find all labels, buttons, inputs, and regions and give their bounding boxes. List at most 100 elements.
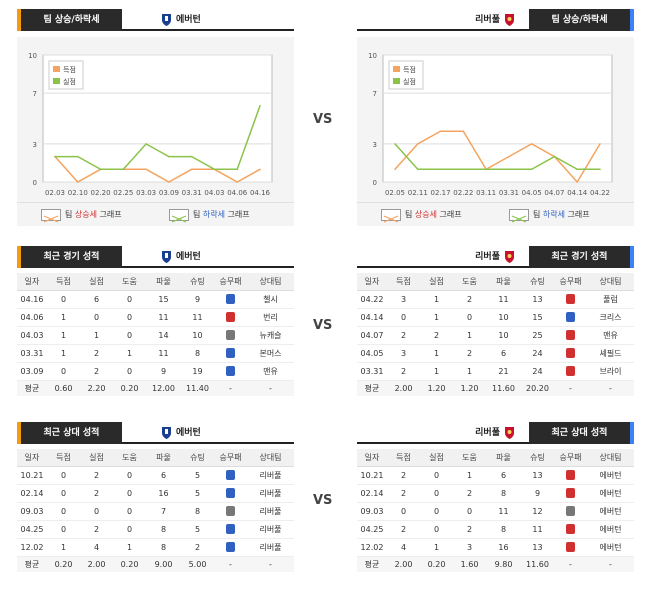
table-cell: 5 <box>181 466 214 485</box>
table-cell: 24 <box>521 362 554 381</box>
table-cell: 뉴캐슬 <box>247 326 294 345</box>
table-cell: 맨유 <box>247 362 294 381</box>
table-cell: 10.21 <box>17 466 47 485</box>
table-cell: 12.02 <box>17 538 47 557</box>
column-header: 파울 <box>146 273 181 291</box>
table-cell: 번리 <box>247 308 294 327</box>
table-cell: 5 <box>181 484 214 503</box>
table-cell: 맨유 <box>587 326 634 345</box>
column-header: 득점 <box>47 449 80 467</box>
series-line-scored <box>394 130 601 184</box>
away-trend-panel: 리버풀 팀 상승/하락세 0 3 7 10 02.05 02.11 02.17 02.22 03… <box>357 9 634 234</box>
table-row: 04.03 1 1 0 14 10 뉴캐슬 <box>17 326 294 345</box>
table-cell: 13 <box>521 466 554 485</box>
x-tick-label: 02.10 <box>68 189 88 197</box>
average-cell: 평균 <box>357 556 387 572</box>
table-cell: 0 <box>453 502 486 521</box>
data-point <box>168 181 170 183</box>
table-row: 04.16 0 6 0 15 9 첼시 <box>17 290 294 309</box>
table-cell: 2 <box>181 538 214 557</box>
legend-swatch <box>53 78 60 84</box>
vs-label-2: VS <box>313 318 333 333</box>
y-tick-label: 7 <box>373 90 377 98</box>
away-h2h-tab: 최근 상대 성적 <box>529 422 634 444</box>
table-cell: 10 <box>486 326 521 345</box>
data-point <box>145 143 147 145</box>
result-l-icon <box>566 542 575 552</box>
average-row: 평균 2.00 0.20 1.60 9.80 11.60- - <box>357 556 634 572</box>
home-trend-panel: 팀 상승/하락세 에버턴 0 3 7 10 02.03 02.10 02.20 02.25 03… <box>17 9 294 234</box>
column-header: 실점 <box>80 449 113 467</box>
table-cell: 0 <box>47 502 80 521</box>
x-tick-label: 03.03 <box>136 189 156 197</box>
legend-label: 득점 <box>63 66 76 74</box>
data-point <box>236 181 239 183</box>
legend-up-item: 팀 상승세 그래프 <box>381 203 462 227</box>
table-cell: 2 <box>387 362 420 381</box>
column-header: 도움 <box>453 449 486 467</box>
table-cell: 04.25 <box>357 520 387 539</box>
result-l-icon <box>566 294 575 304</box>
away-h2h-header: 리버풀 최근 상대 성적 <box>357 422 634 444</box>
y-tick-label: 0 <box>33 179 37 187</box>
x-tick-label: 04.22 <box>590 189 610 197</box>
table-cell: 에버턴 <box>587 538 634 557</box>
away-team-label: 리버풀 <box>475 13 519 27</box>
table-cell: 2 <box>387 484 420 503</box>
table-cell: 0 <box>80 502 113 521</box>
result-d-icon <box>226 330 235 340</box>
home-recent-header: 최근 경기 성적 에버턴 <box>17 246 294 268</box>
column-header: 승무패 <box>554 273 587 291</box>
home-trend-legend: 팀 상승세 그래프 팀 하락세 그래프 <box>17 202 294 226</box>
table-cell: 02.14 <box>17 484 47 503</box>
away-h2h-table: 일자 득점 실점 도움 파울 슈팅 승무패 상대팀 10.21 2 0 1 6 13 에버턴 02.14 2 0 2… <box>357 449 634 572</box>
table-cell: 리버풀 <box>247 538 294 557</box>
table-cell: 04.05 <box>357 344 387 363</box>
table-cell: 04.22 <box>357 290 387 309</box>
table-row: 12.02 4 1 3 16 13 에버턴 <box>357 538 634 557</box>
column-header: 파울 <box>486 449 521 467</box>
data-point <box>599 143 601 145</box>
average-cell: - <box>247 380 294 396</box>
x-tick-label: 03.11 <box>476 189 496 197</box>
away-recent-tab: 최근 경기 성적 <box>529 246 634 268</box>
home-h2h-table: 일자 득점 실점 도움 파울 슈팅 승무패 상대팀 10.21 0 2 0 6 5 리버풀 02.14 0 2 0 1… <box>17 449 294 572</box>
result-icon <box>214 484 247 503</box>
table-cell: 0 <box>80 308 113 327</box>
result-d-icon <box>226 506 235 516</box>
legend-label: 실점 <box>63 77 76 86</box>
average-cell: - <box>247 556 294 572</box>
data-point <box>168 155 170 158</box>
y-tick-label: 3 <box>373 141 377 149</box>
column-header: 승무패 <box>214 273 247 291</box>
table-cell: 1 <box>453 466 486 485</box>
column-header: 일자 <box>17 273 47 291</box>
vs-label-3: VS <box>313 493 333 508</box>
table-cell: 1 <box>113 538 146 557</box>
table-cell: 16 <box>486 538 521 557</box>
table-cell: 2 <box>80 484 113 503</box>
table-cell: 0 <box>113 308 146 327</box>
down-graph-icon <box>509 208 529 223</box>
table-cell: 풀럼 <box>587 290 634 309</box>
column-header: 도움 <box>113 273 146 291</box>
table-cell: 에버턴 <box>587 502 634 521</box>
table-row: 09.03 0 0 0 7 8 리버풀 <box>17 502 294 521</box>
data-point <box>122 168 125 171</box>
away-recent-header: 리버풀 최근 경기 성적 <box>357 246 634 268</box>
table-cell: 25 <box>521 326 554 345</box>
result-l-icon <box>566 330 575 340</box>
table-header-row: 일자 득점 실점 도움 파울 슈팅 승무패 상대팀 <box>17 449 294 467</box>
column-header: 도움 <box>453 273 486 291</box>
x-tick-label: 03.09 <box>159 189 179 197</box>
legend-up-item: 팀 상승세 그래프 <box>41 203 122 227</box>
result-icon <box>554 538 587 557</box>
column-header: 상대팀 <box>247 273 294 291</box>
table-cell: 1 <box>420 362 453 381</box>
average-cell: 평균 <box>17 556 47 572</box>
table-cell: 10 <box>486 308 521 327</box>
x-tick-label: 02.17 <box>431 189 451 197</box>
table-cell: 10.21 <box>357 466 387 485</box>
table-cell: 0 <box>113 362 146 381</box>
